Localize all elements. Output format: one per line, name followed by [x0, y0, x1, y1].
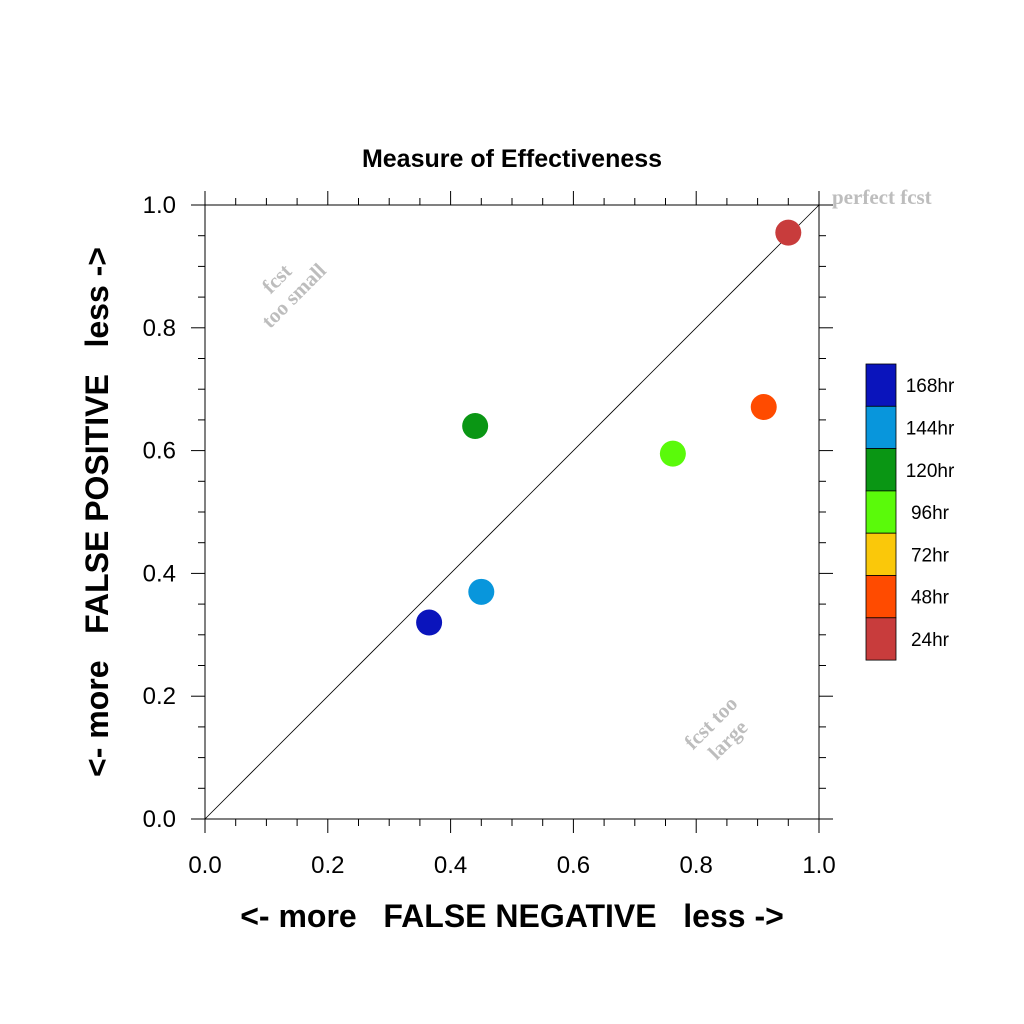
y-axis-label: <- more FALSE POSITIVE less ->: [79, 247, 115, 777]
x-tick-label: 0.4: [434, 852, 467, 879]
point-96hr: [659, 440, 686, 467]
y-tick-label: 0.8: [143, 315, 176, 342]
x-tick-label: 0.0: [188, 852, 221, 879]
annotation-fcst-too-small: fcst too small: [257, 258, 331, 332]
legend-swatch-168hr: [865, 363, 897, 407]
chart-title: Measure of Effectiveness: [362, 145, 662, 173]
tick-marks: [191, 191, 833, 833]
y-tick-label: 0.2: [143, 683, 176, 710]
legend-swatch-24hr: [865, 617, 897, 661]
point-168hr: [416, 609, 443, 636]
legend-label-24hr: 24hr: [911, 630, 950, 651]
y-tick-label: 0.0: [143, 806, 176, 833]
x-tick-label: 0.2: [311, 852, 344, 879]
annotation-perfect-fcst: perfect fcst: [832, 185, 932, 209]
legend-label-96hr: 96hr: [911, 503, 950, 524]
point-120hr: [462, 413, 489, 440]
tick-labels: 0.0 0.2 0.4 0.6 0.8 1.0 0.0 0.2 0.4 0.6 0.8 1.0: [143, 192, 836, 879]
diagonal-reference-line: [204, 204, 820, 820]
x-tick-label: 1.0: [802, 852, 835, 879]
legend-swatch-144hr: [865, 405, 897, 449]
x-tick-label: 0.6: [557, 852, 590, 879]
point-24hr: [775, 219, 802, 246]
x-axis-label: <- more FALSE NEGATIVE less ->: [240, 898, 784, 934]
legend-swatch-72hr: [865, 532, 897, 576]
legend-swatch-48hr: [865, 575, 897, 619]
legend-swatch-96hr: [865, 490, 897, 534]
legend-label-120hr: 120hr: [906, 461, 955, 482]
legend-swatch-120hr: [865, 448, 897, 492]
legend: 168hr 144hr 120hr 96hr 72hr 48hr 24hr: [865, 363, 955, 661]
legend-label-144hr: 144hr: [906, 418, 955, 439]
plot-area: 0.0 0.2 0.4 0.6 0.8 1.0 0.0 0.2 0.4 0.6 0.8 1.0: [143, 191, 836, 879]
y-tick-label: 0.6: [143, 438, 176, 465]
legend-label-72hr: 72hr: [911, 545, 950, 566]
point-48hr: [750, 394, 777, 421]
data-points: [416, 219, 802, 636]
annotation-fcst-too-large: fcst too large: [679, 691, 752, 764]
x-tick-label: 0.8: [680, 852, 713, 879]
point-144hr: [468, 578, 495, 605]
y-tick-label: 1.0: [143, 192, 176, 219]
y-tick-label: 0.4: [143, 560, 176, 587]
legend-label-168hr: 168hr: [906, 376, 955, 397]
legend-label-48hr: 48hr: [911, 588, 950, 609]
